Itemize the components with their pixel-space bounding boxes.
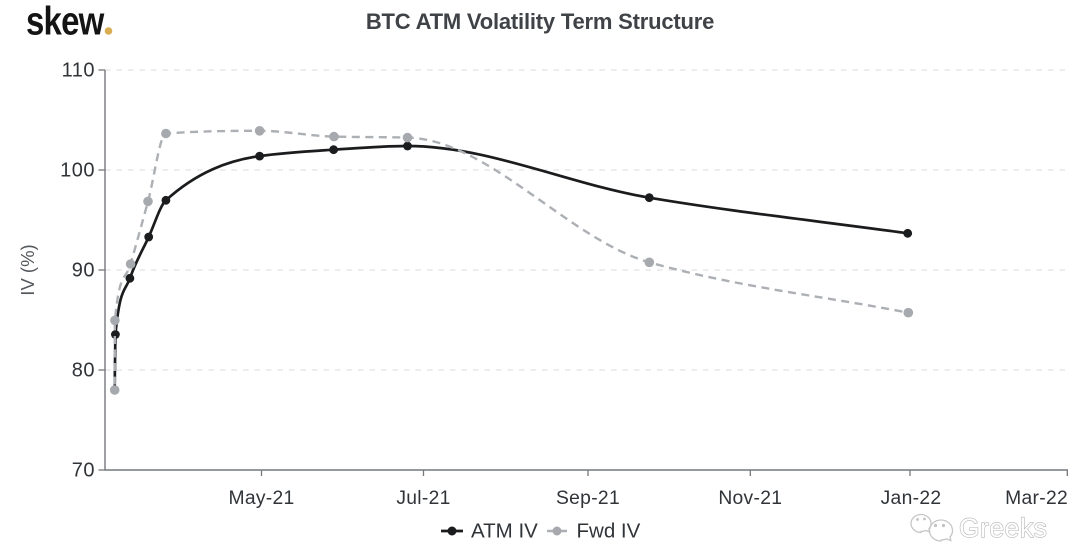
svg-text:Greeks: Greeks (959, 513, 1047, 543)
svg-text:May-21: May-21 (228, 488, 294, 509)
svg-text:Jan-22: Jan-22 (881, 488, 942, 509)
svg-text:BTC ATM Volatility Term Struct: BTC ATM Volatility Term Structure (366, 9, 714, 34)
svg-text:Jul-21: Jul-21 (396, 488, 450, 509)
svg-text:70: 70 (72, 459, 95, 481)
svg-text:110: 110 (62, 59, 95, 81)
svg-text:90: 90 (72, 259, 95, 281)
svg-text:Mar-22: Mar-22 (1005, 488, 1068, 509)
svg-text:ATM IV: ATM IV (471, 520, 538, 543)
svg-text:skew: skew (26, 0, 105, 43)
svg-text:100: 100 (60, 159, 95, 181)
svg-text:IV (%): IV (%) (17, 244, 38, 295)
svg-text:80: 80 (72, 359, 95, 381)
svg-text:Sep-21: Sep-21 (556, 488, 620, 509)
svg-text:Nov-21: Nov-21 (718, 488, 782, 509)
svg-text:Fwd IV: Fwd IV (577, 520, 641, 543)
